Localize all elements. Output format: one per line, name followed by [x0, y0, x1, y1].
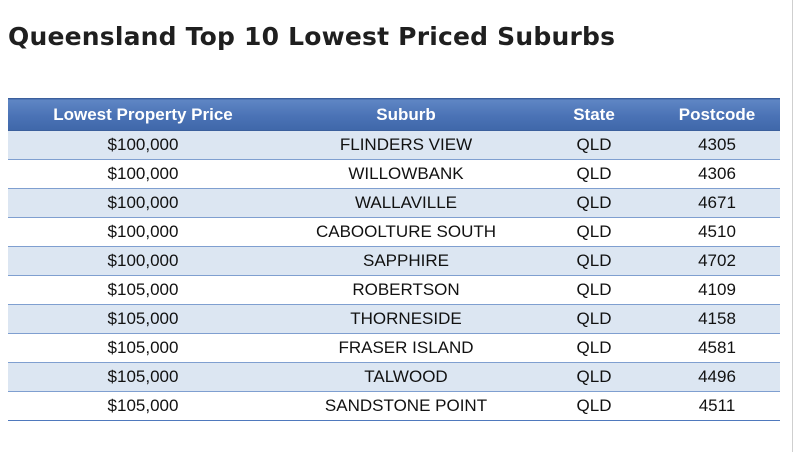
- cell-suburb: ROBERTSON: [278, 275, 534, 305]
- cell-state: QLD: [534, 159, 654, 189]
- cell-suburb: SANDSTONE POINT: [278, 391, 534, 421]
- table-row: $100,000 SAPPHIRE QLD 4702: [8, 246, 780, 276]
- cell-price: $105,000: [8, 362, 278, 392]
- header-state: State: [534, 98, 654, 131]
- cell-suburb: FRASER ISLAND: [278, 333, 534, 363]
- cell-postcode: 4306: [654, 159, 780, 189]
- cell-price: $105,000: [8, 333, 278, 363]
- table-row: $105,000 TALWOOD QLD 4496: [8, 362, 780, 392]
- cell-suburb: WILLOWBANK: [278, 159, 534, 189]
- table-row: $105,000 THORNESIDE QLD 4158: [8, 304, 780, 334]
- cell-state: QLD: [534, 391, 654, 421]
- page-edge-divider: [792, 0, 793, 452]
- cell-state: QLD: [534, 304, 654, 334]
- table-row: $105,000 ROBERTSON QLD 4109: [8, 275, 780, 305]
- cell-postcode: 4158: [654, 304, 780, 334]
- header-lowest-property-price: Lowest Property Price: [8, 98, 278, 131]
- cell-state: QLD: [534, 130, 654, 160]
- cell-price: $100,000: [8, 217, 278, 247]
- cell-suburb: CABOOLTURE SOUTH: [278, 217, 534, 247]
- table-row: $100,000 WALLAVILLE QLD 4671: [8, 188, 780, 218]
- page-title: Queensland Top 10 Lowest Priced Suburbs: [8, 22, 616, 51]
- cell-postcode: 4511: [654, 391, 780, 421]
- table-row: $100,000 FLINDERS VIEW QLD 4305: [8, 130, 780, 160]
- cell-price: $105,000: [8, 275, 278, 305]
- cell-price: $100,000: [8, 188, 278, 218]
- cell-suburb: SAPPHIRE: [278, 246, 534, 276]
- table-row: $105,000 FRASER ISLAND QLD 4581: [8, 333, 780, 363]
- cell-price: $105,000: [8, 304, 278, 334]
- cell-state: QLD: [534, 188, 654, 218]
- header-suburb: Suburb: [278, 98, 534, 131]
- header-postcode: Postcode: [654, 98, 780, 131]
- cell-postcode: 4109: [654, 275, 780, 305]
- cell-postcode: 4305: [654, 130, 780, 160]
- cell-state: QLD: [534, 333, 654, 363]
- cell-state: QLD: [534, 362, 654, 392]
- cell-price: $100,000: [8, 159, 278, 189]
- suburbs-table-container: Lowest Property Price Suburb State Postc…: [8, 98, 780, 421]
- table-body: $100,000 FLINDERS VIEW QLD 4305 $100,000…: [8, 130, 780, 421]
- cell-suburb: TALWOOD: [278, 362, 534, 392]
- cell-suburb: THORNESIDE: [278, 304, 534, 334]
- cell-price: $100,000: [8, 130, 278, 160]
- cell-state: QLD: [534, 275, 654, 305]
- cell-price: $105,000: [8, 391, 278, 421]
- table-header: Lowest Property Price Suburb State Postc…: [8, 98, 780, 131]
- cell-suburb: FLINDERS VIEW: [278, 130, 534, 160]
- table-row: $100,000 CABOOLTURE SOUTH QLD 4510: [8, 217, 780, 247]
- table-row: $100,000 WILLOWBANK QLD 4306: [8, 159, 780, 189]
- table-row: $105,000 SANDSTONE POINT QLD 4511: [8, 391, 780, 421]
- cell-postcode: 4581: [654, 333, 780, 363]
- cell-postcode: 4496: [654, 362, 780, 392]
- cell-postcode: 4510: [654, 217, 780, 247]
- cell-price: $100,000: [8, 246, 278, 276]
- cell-postcode: 4671: [654, 188, 780, 218]
- suburbs-table: Lowest Property Price Suburb State Postc…: [8, 98, 780, 421]
- cell-state: QLD: [534, 217, 654, 247]
- cell-postcode: 4702: [654, 246, 780, 276]
- cell-state: QLD: [534, 246, 654, 276]
- table-header-row: Lowest Property Price Suburb State Postc…: [8, 98, 780, 131]
- cell-suburb: WALLAVILLE: [278, 188, 534, 218]
